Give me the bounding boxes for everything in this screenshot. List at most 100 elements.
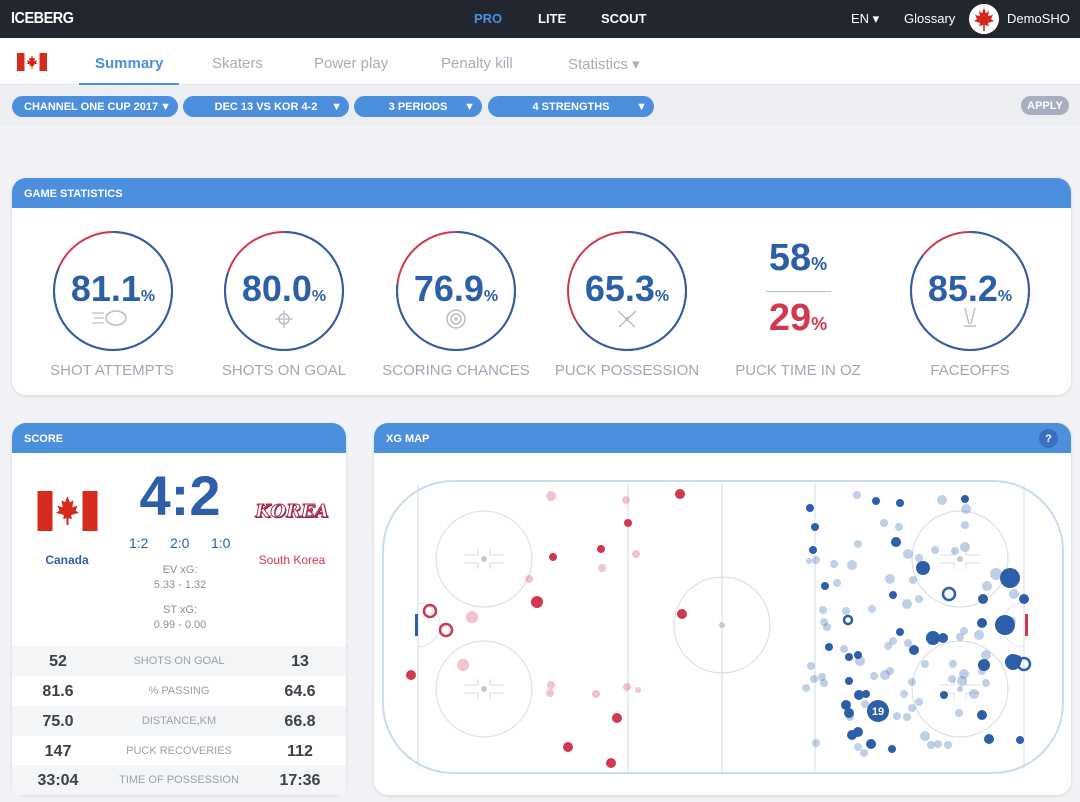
tab-summary[interactable]: Summary (95, 55, 164, 72)
shot-marker[interactable] (806, 558, 812, 564)
shot-marker[interactable] (812, 739, 820, 747)
shot-marker[interactable] (937, 495, 947, 505)
shot-marker[interactable] (819, 606, 827, 614)
shot-marker[interactable] (457, 659, 469, 671)
shot-marker[interactable] (984, 734, 994, 744)
shot-marker[interactable] (622, 496, 630, 504)
shot-marker[interactable] (880, 519, 888, 527)
product-lite-link[interactable]: LITE (538, 11, 567, 26)
shot-marker[interactable] (940, 691, 948, 699)
shot-marker[interactable] (961, 521, 969, 529)
shot-marker[interactable] (888, 745, 896, 753)
shot-marker[interactable] (833, 579, 841, 587)
shot-marker[interactable] (1019, 594, 1029, 604)
shot-marker[interactable] (549, 553, 557, 561)
shot-marker[interactable] (974, 630, 984, 640)
shot-marker[interactable] (847, 560, 857, 570)
shot-marker[interactable] (842, 607, 850, 615)
shot-marker[interactable] (810, 675, 818, 683)
shot-marker[interactable] (895, 523, 903, 531)
shot-marker[interactable] (841, 700, 851, 710)
shot-marker[interactable] (855, 656, 865, 666)
shot-marker[interactable] (896, 628, 904, 636)
shot-marker[interactable] (948, 675, 956, 683)
shot-marker[interactable] (597, 545, 605, 553)
apply-button[interactable]: APPLY (1021, 96, 1069, 115)
shot-marker[interactable] (880, 670, 890, 680)
shot-marker[interactable] (1008, 617, 1016, 625)
shot-marker[interactable] (908, 704, 916, 712)
shot-marker[interactable] (904, 639, 912, 647)
shot-marker[interactable] (909, 645, 919, 655)
shot-marker[interactable] (908, 678, 916, 686)
shot-marker[interactable] (623, 683, 631, 691)
tab-statistics[interactable]: Statistics ▾ (568, 56, 640, 73)
shot-marker[interactable] (847, 730, 857, 740)
shot-marker[interactable] (830, 560, 838, 568)
shot-marker[interactable] (891, 537, 901, 547)
username[interactable]: DemoSHO (1007, 11, 1070, 26)
shot-marker[interactable] (956, 633, 964, 641)
shot-marker[interactable] (802, 684, 810, 692)
shot-marker[interactable] (612, 713, 622, 723)
glossary-link[interactable]: Glossary (904, 11, 956, 26)
shot-marker[interactable] (969, 689, 979, 699)
shot-marker[interactable] (677, 609, 687, 619)
shot-marker[interactable] (845, 677, 853, 685)
shot-marker[interactable] (823, 623, 831, 631)
shot-marker[interactable] (854, 651, 862, 659)
shot-marker[interactable] (868, 605, 876, 613)
shot-marker[interactable] (821, 582, 829, 590)
shot-marker[interactable] (885, 574, 895, 584)
shot-marker[interactable] (809, 546, 817, 554)
shot-marker[interactable] (900, 690, 908, 698)
tab-skaters[interactable]: Skaters (212, 55, 263, 72)
shot-marker[interactable] (903, 549, 913, 559)
shot-marker[interactable] (951, 547, 959, 555)
shot-marker[interactable] (1005, 654, 1021, 670)
shot-marker[interactable] (820, 679, 828, 687)
shot-marker-rebound[interactable] (1016, 656, 1032, 672)
shot-marker[interactable] (990, 568, 1002, 580)
shot-marker[interactable] (960, 627, 968, 635)
product-scout-link[interactable]: SCOUT (601, 11, 647, 26)
shot-marker[interactable] (944, 741, 952, 749)
shot-marker[interactable] (606, 758, 616, 768)
shot-marker[interactable] (920, 731, 930, 741)
home-team-name[interactable]: Canada (45, 553, 89, 567)
shot-marker[interactable] (886, 667, 894, 675)
tournament-select[interactable]: CHANNEL ONE CUP 2017 ▼ (12, 96, 178, 117)
shot-marker[interactable] (889, 637, 897, 645)
shot-marker[interactable] (959, 669, 969, 679)
tab-penalty-kill[interactable]: Penalty kill (441, 55, 513, 72)
shot-marker[interactable] (845, 653, 853, 661)
shot-marker[interactable] (978, 667, 986, 675)
shot-marker[interactable] (624, 519, 632, 527)
shot-marker[interactable] (978, 659, 990, 671)
shot-marker[interactable] (995, 615, 1015, 635)
shot-marker[interactable] (846, 713, 854, 721)
product-pro-link[interactable]: PRO (474, 11, 503, 26)
shot-marker[interactable] (909, 576, 917, 584)
shot-marker[interactable] (861, 700, 869, 708)
shot-marker[interactable] (902, 599, 912, 609)
shot-marker[interactable] (978, 594, 988, 604)
help-icon[interactable]: ? (1039, 429, 1058, 448)
shot-marker[interactable] (406, 670, 416, 680)
shot-marker[interactable] (806, 504, 814, 512)
shot-marker[interactable] (981, 650, 991, 660)
shot-marker[interactable] (949, 660, 957, 668)
shot-marker[interactable] (915, 554, 923, 562)
shot-marker[interactable] (915, 595, 923, 603)
shot-marker[interactable] (854, 540, 862, 548)
shot-marker[interactable] (1000, 568, 1020, 588)
shot-marker[interactable] (977, 710, 987, 720)
shot-marker[interactable] (927, 741, 935, 749)
shot-marker[interactable] (866, 739, 876, 749)
shot-marker[interactable] (598, 564, 606, 572)
shot-marker[interactable] (811, 523, 819, 531)
shot-marker[interactable] (961, 495, 969, 503)
shot-marker[interactable] (977, 618, 987, 628)
shot-marker[interactable] (889, 591, 897, 599)
shot-marker[interactable] (916, 561, 930, 575)
